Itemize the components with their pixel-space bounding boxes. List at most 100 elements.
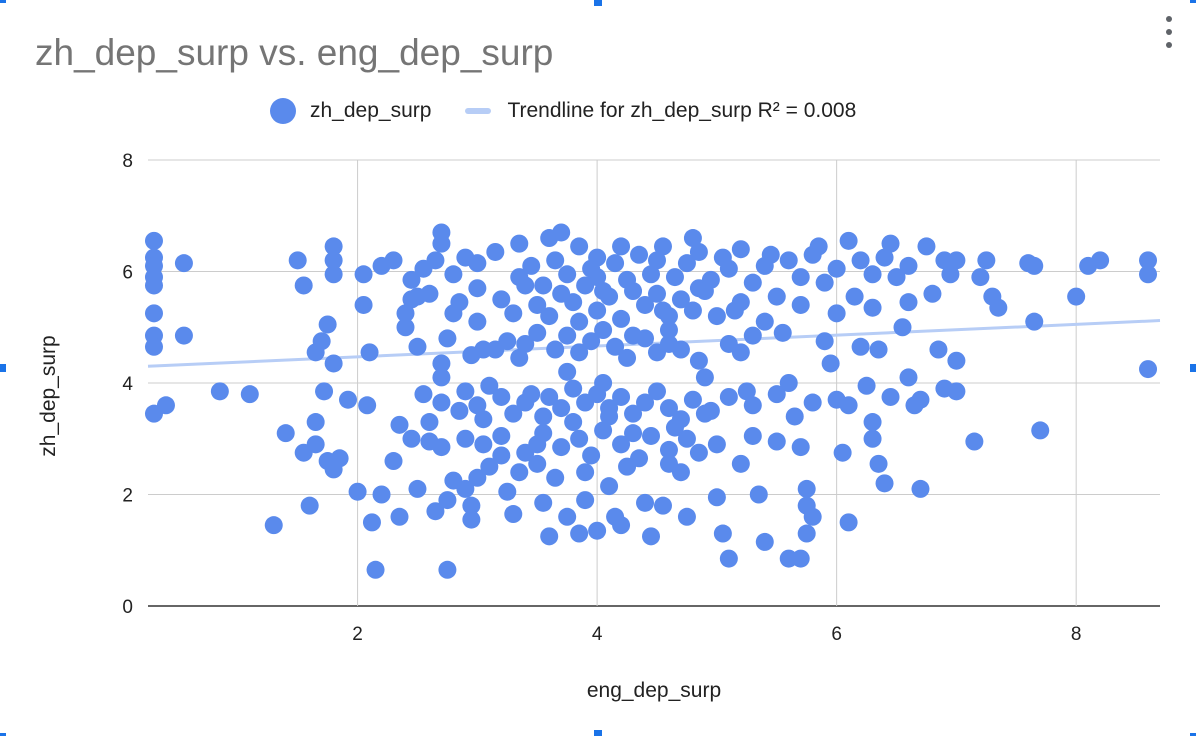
- resize-handle-top-left[interactable]: [0, 0, 6, 3]
- data-point: [174, 326, 193, 345]
- data-point: [869, 340, 888, 359]
- data-point: [576, 463, 595, 482]
- data-point: [647, 284, 666, 303]
- data-point: [552, 438, 571, 457]
- legend-item-trendline[interactable]: Trendline for zh_dep_surp R² = 0.008: [465, 99, 856, 123]
- data-point: [659, 321, 678, 340]
- data-point: [558, 507, 577, 526]
- data-point: [671, 410, 690, 429]
- data-point: [857, 376, 876, 395]
- data-points: [144, 223, 1158, 579]
- data-point: [534, 493, 553, 512]
- data-point: [552, 223, 571, 242]
- data-point: [582, 332, 601, 351]
- data-point: [582, 446, 601, 465]
- data-point: [899, 256, 918, 275]
- data-point: [869, 454, 888, 473]
- data-point: [683, 390, 702, 409]
- legend-item-series[interactable]: zh_dep_surp: [270, 98, 431, 124]
- resize-handle-bottom-left[interactable]: [0, 733, 6, 736]
- data-point: [677, 507, 696, 526]
- data-point: [510, 348, 529, 367]
- data-point: [348, 482, 367, 501]
- data-point: [636, 329, 655, 348]
- data-point: [659, 399, 678, 418]
- data-point: [815, 273, 834, 292]
- data-point: [612, 237, 631, 256]
- data-point: [695, 368, 714, 387]
- data-point: [156, 396, 175, 415]
- data-point: [749, 485, 768, 504]
- data-point: [276, 424, 295, 443]
- data-point: [498, 482, 517, 501]
- data-point: [863, 265, 882, 284]
- data-point: [653, 237, 672, 256]
- resize-handle-right[interactable]: [1190, 364, 1196, 372]
- data-point: [372, 256, 391, 275]
- data-point: [306, 435, 325, 454]
- data-point: [438, 491, 457, 510]
- data-point: [1139, 360, 1158, 379]
- resize-handle-left[interactable]: [0, 364, 6, 372]
- data-point: [570, 312, 589, 331]
- data-point: [504, 304, 523, 323]
- y-tick-label: 2: [122, 486, 133, 507]
- data-point: [941, 265, 960, 284]
- data-point: [510, 463, 529, 482]
- data-point: [594, 321, 613, 340]
- data-point: [791, 438, 810, 457]
- data-point: [414, 259, 433, 278]
- data-point: [689, 242, 708, 261]
- data-point: [683, 229, 702, 248]
- data-point: [408, 337, 427, 356]
- data-point: [624, 424, 643, 443]
- y-tick-label: 0: [122, 597, 133, 618]
- data-point: [318, 315, 337, 334]
- data-point: [743, 273, 762, 292]
- data-point: [636, 493, 655, 512]
- data-point: [588, 521, 607, 540]
- data-point: [881, 387, 900, 406]
- resize-handle-top-right[interactable]: [1190, 0, 1196, 3]
- resize-handle-bottom[interactable]: [594, 730, 602, 736]
- data-point: [636, 295, 655, 314]
- data-point: [492, 446, 511, 465]
- data-point: [546, 251, 565, 270]
- data-point: [468, 396, 487, 415]
- data-point: [1025, 256, 1044, 275]
- data-point: [863, 298, 882, 317]
- data-point: [516, 393, 535, 412]
- data-point: [588, 301, 607, 320]
- data-point: [534, 276, 553, 295]
- data-point: [432, 223, 451, 242]
- legend-series-label: zh_dep_surp: [310, 99, 432, 122]
- data-point: [324, 251, 343, 270]
- data-point: [779, 374, 798, 392]
- legend-series-marker: [270, 98, 296, 124]
- data-point: [396, 318, 415, 337]
- data-point: [456, 382, 475, 401]
- data-point: [546, 340, 565, 359]
- data-point: [947, 351, 966, 370]
- data-point: [683, 301, 702, 320]
- x-tick-label: 4: [592, 624, 603, 645]
- data-point: [755, 256, 774, 275]
- data-point: [911, 390, 930, 409]
- data-point: [618, 348, 637, 367]
- data-point: [797, 524, 816, 543]
- resize-handle-top[interactable]: [594, 0, 602, 6]
- data-point: [923, 284, 942, 303]
- data-point: [174, 254, 193, 273]
- data-point: [677, 254, 696, 273]
- more-options-icon[interactable]: [1158, 12, 1180, 52]
- data-point: [504, 404, 523, 423]
- resize-handle-bottom-right[interactable]: [1190, 733, 1196, 736]
- data-point: [360, 343, 379, 362]
- data-point: [339, 390, 358, 409]
- data-point: [851, 251, 870, 270]
- data-point: [606, 254, 625, 273]
- data-point: [516, 334, 535, 353]
- data-point: [564, 379, 583, 398]
- data-point: [486, 242, 505, 261]
- x-axis-label: eng_dep_surp: [587, 679, 721, 702]
